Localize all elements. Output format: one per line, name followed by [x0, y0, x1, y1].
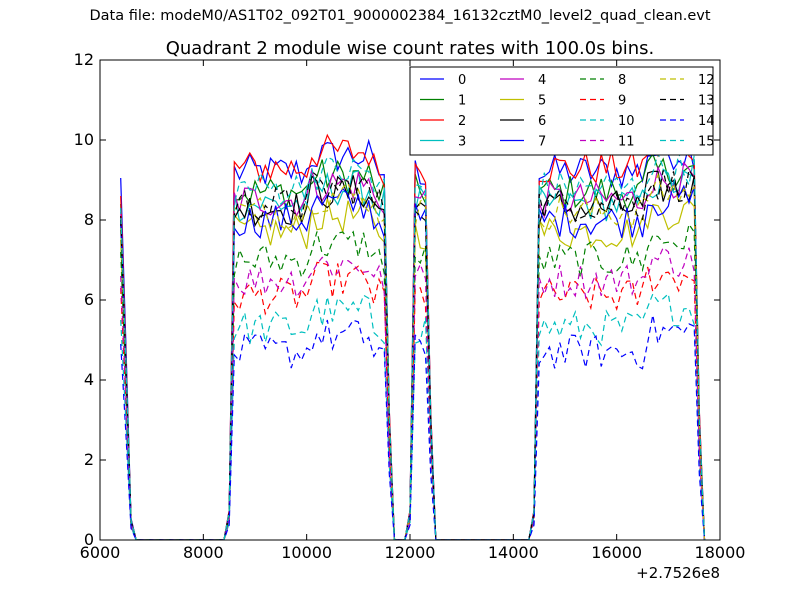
chart-title: Quadrant 2 module wise count rates with …	[166, 38, 655, 59]
series-line-13	[120, 168, 706, 540]
x-tick-label: 6000	[80, 543, 121, 562]
x-tick-label: 8000	[183, 543, 224, 562]
x-tick-label: 16000	[591, 543, 642, 562]
plot-area	[120, 133, 706, 540]
legend-label-10: 10	[618, 114, 635, 129]
legend-label-0: 0	[458, 73, 466, 88]
x-tick-label: 14000	[488, 543, 539, 562]
legend-label-5: 5	[538, 94, 546, 109]
y-tick-label: 2	[84, 450, 94, 469]
legend-label-8: 8	[618, 73, 626, 88]
y-tick-label: 6	[84, 290, 94, 309]
series-line-10	[120, 292, 706, 540]
x-offset-label: +2.7526e8	[636, 564, 720, 582]
x-tick-label: 12000	[385, 543, 436, 562]
legend-label-12: 12	[698, 73, 715, 88]
series-line-11	[120, 246, 706, 540]
legend-box	[409, 66, 714, 156]
legend-label-13: 13	[698, 94, 715, 109]
y-tick-label: 4	[84, 370, 94, 389]
legend-label-9: 9	[618, 94, 626, 109]
legend-label-2: 2	[458, 114, 466, 129]
series-line-15	[120, 151, 706, 540]
y-tick-label: 10	[74, 130, 94, 149]
axis-ticks: 6000 8000 10000 12000 14000 16000 180000246810…	[74, 50, 746, 562]
x-tick-label: 18000	[695, 543, 746, 562]
legend-label-6: 6	[538, 114, 546, 129]
y-tick-label: 0	[84, 530, 94, 549]
legend-label-4: 4	[538, 73, 546, 88]
legend-label-3: 3	[458, 135, 466, 150]
figure-suptitle: Data file: modeM0/AS1T02_092T01_90000023…	[89, 8, 711, 24]
legend-label-15: 15	[698, 135, 715, 150]
legend-label-14: 14	[698, 114, 715, 129]
series-line-9	[120, 261, 706, 540]
y-tick-label: 8	[84, 210, 94, 229]
legend-label-7: 7	[538, 135, 546, 150]
legend-label-1: 1	[458, 94, 466, 109]
y-tick-label: 12	[74, 50, 94, 69]
series-line-14	[120, 314, 706, 540]
x-tick-label: 10000	[281, 543, 332, 562]
legend-label-11: 11	[618, 135, 635, 150]
